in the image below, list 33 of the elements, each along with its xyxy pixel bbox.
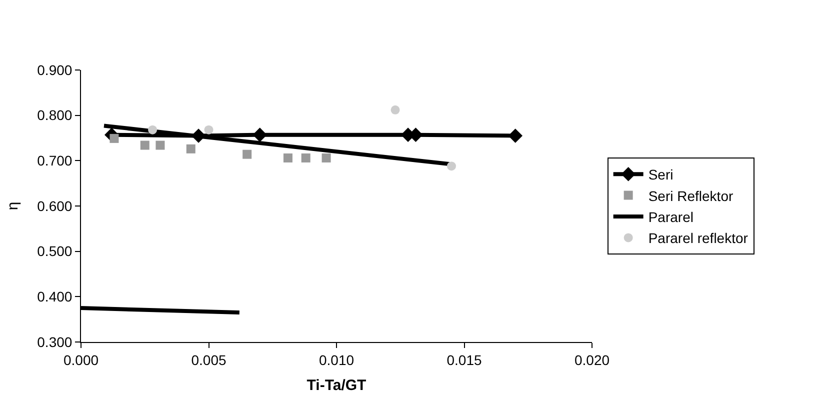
y-tick-label: 0.300 xyxy=(37,334,72,350)
point xyxy=(508,128,522,143)
point xyxy=(252,128,267,142)
legend-label: Pararel xyxy=(648,208,694,225)
point xyxy=(186,144,196,154)
x-tick-label: 0.010 xyxy=(318,352,354,368)
legend-label: Pararel reflektor xyxy=(648,230,748,246)
y-tick-label: 0.500 xyxy=(37,243,72,260)
point xyxy=(156,140,165,150)
y-tick-label: 0.600 xyxy=(37,198,72,214)
point xyxy=(110,134,119,143)
y-axis-title: η xyxy=(4,202,22,210)
x-tick-label: 0.000 xyxy=(63,352,99,368)
point xyxy=(322,153,331,162)
point xyxy=(242,150,252,159)
y-tick-label: 0.900 xyxy=(37,62,72,78)
point xyxy=(140,140,150,150)
point xyxy=(148,125,158,134)
x-axis-title: Ti-Ta/GT xyxy=(306,376,366,394)
point xyxy=(446,162,456,171)
x-tick-label: 0.020 xyxy=(574,352,610,368)
x-tick-label: 0.015 xyxy=(446,352,482,368)
y-tick-label: 0.800 xyxy=(37,107,72,124)
x-tick-label: 0.005 xyxy=(191,352,226,368)
point xyxy=(390,105,400,114)
point xyxy=(283,153,292,162)
point xyxy=(204,125,214,134)
point xyxy=(191,128,206,143)
legend-label: Seri Reflektor xyxy=(648,188,734,204)
legend-label: Seri xyxy=(648,166,674,183)
y-tick-label: 0.400 xyxy=(37,288,72,305)
y-tick-label: 0.700 xyxy=(37,152,72,169)
point xyxy=(301,153,310,162)
